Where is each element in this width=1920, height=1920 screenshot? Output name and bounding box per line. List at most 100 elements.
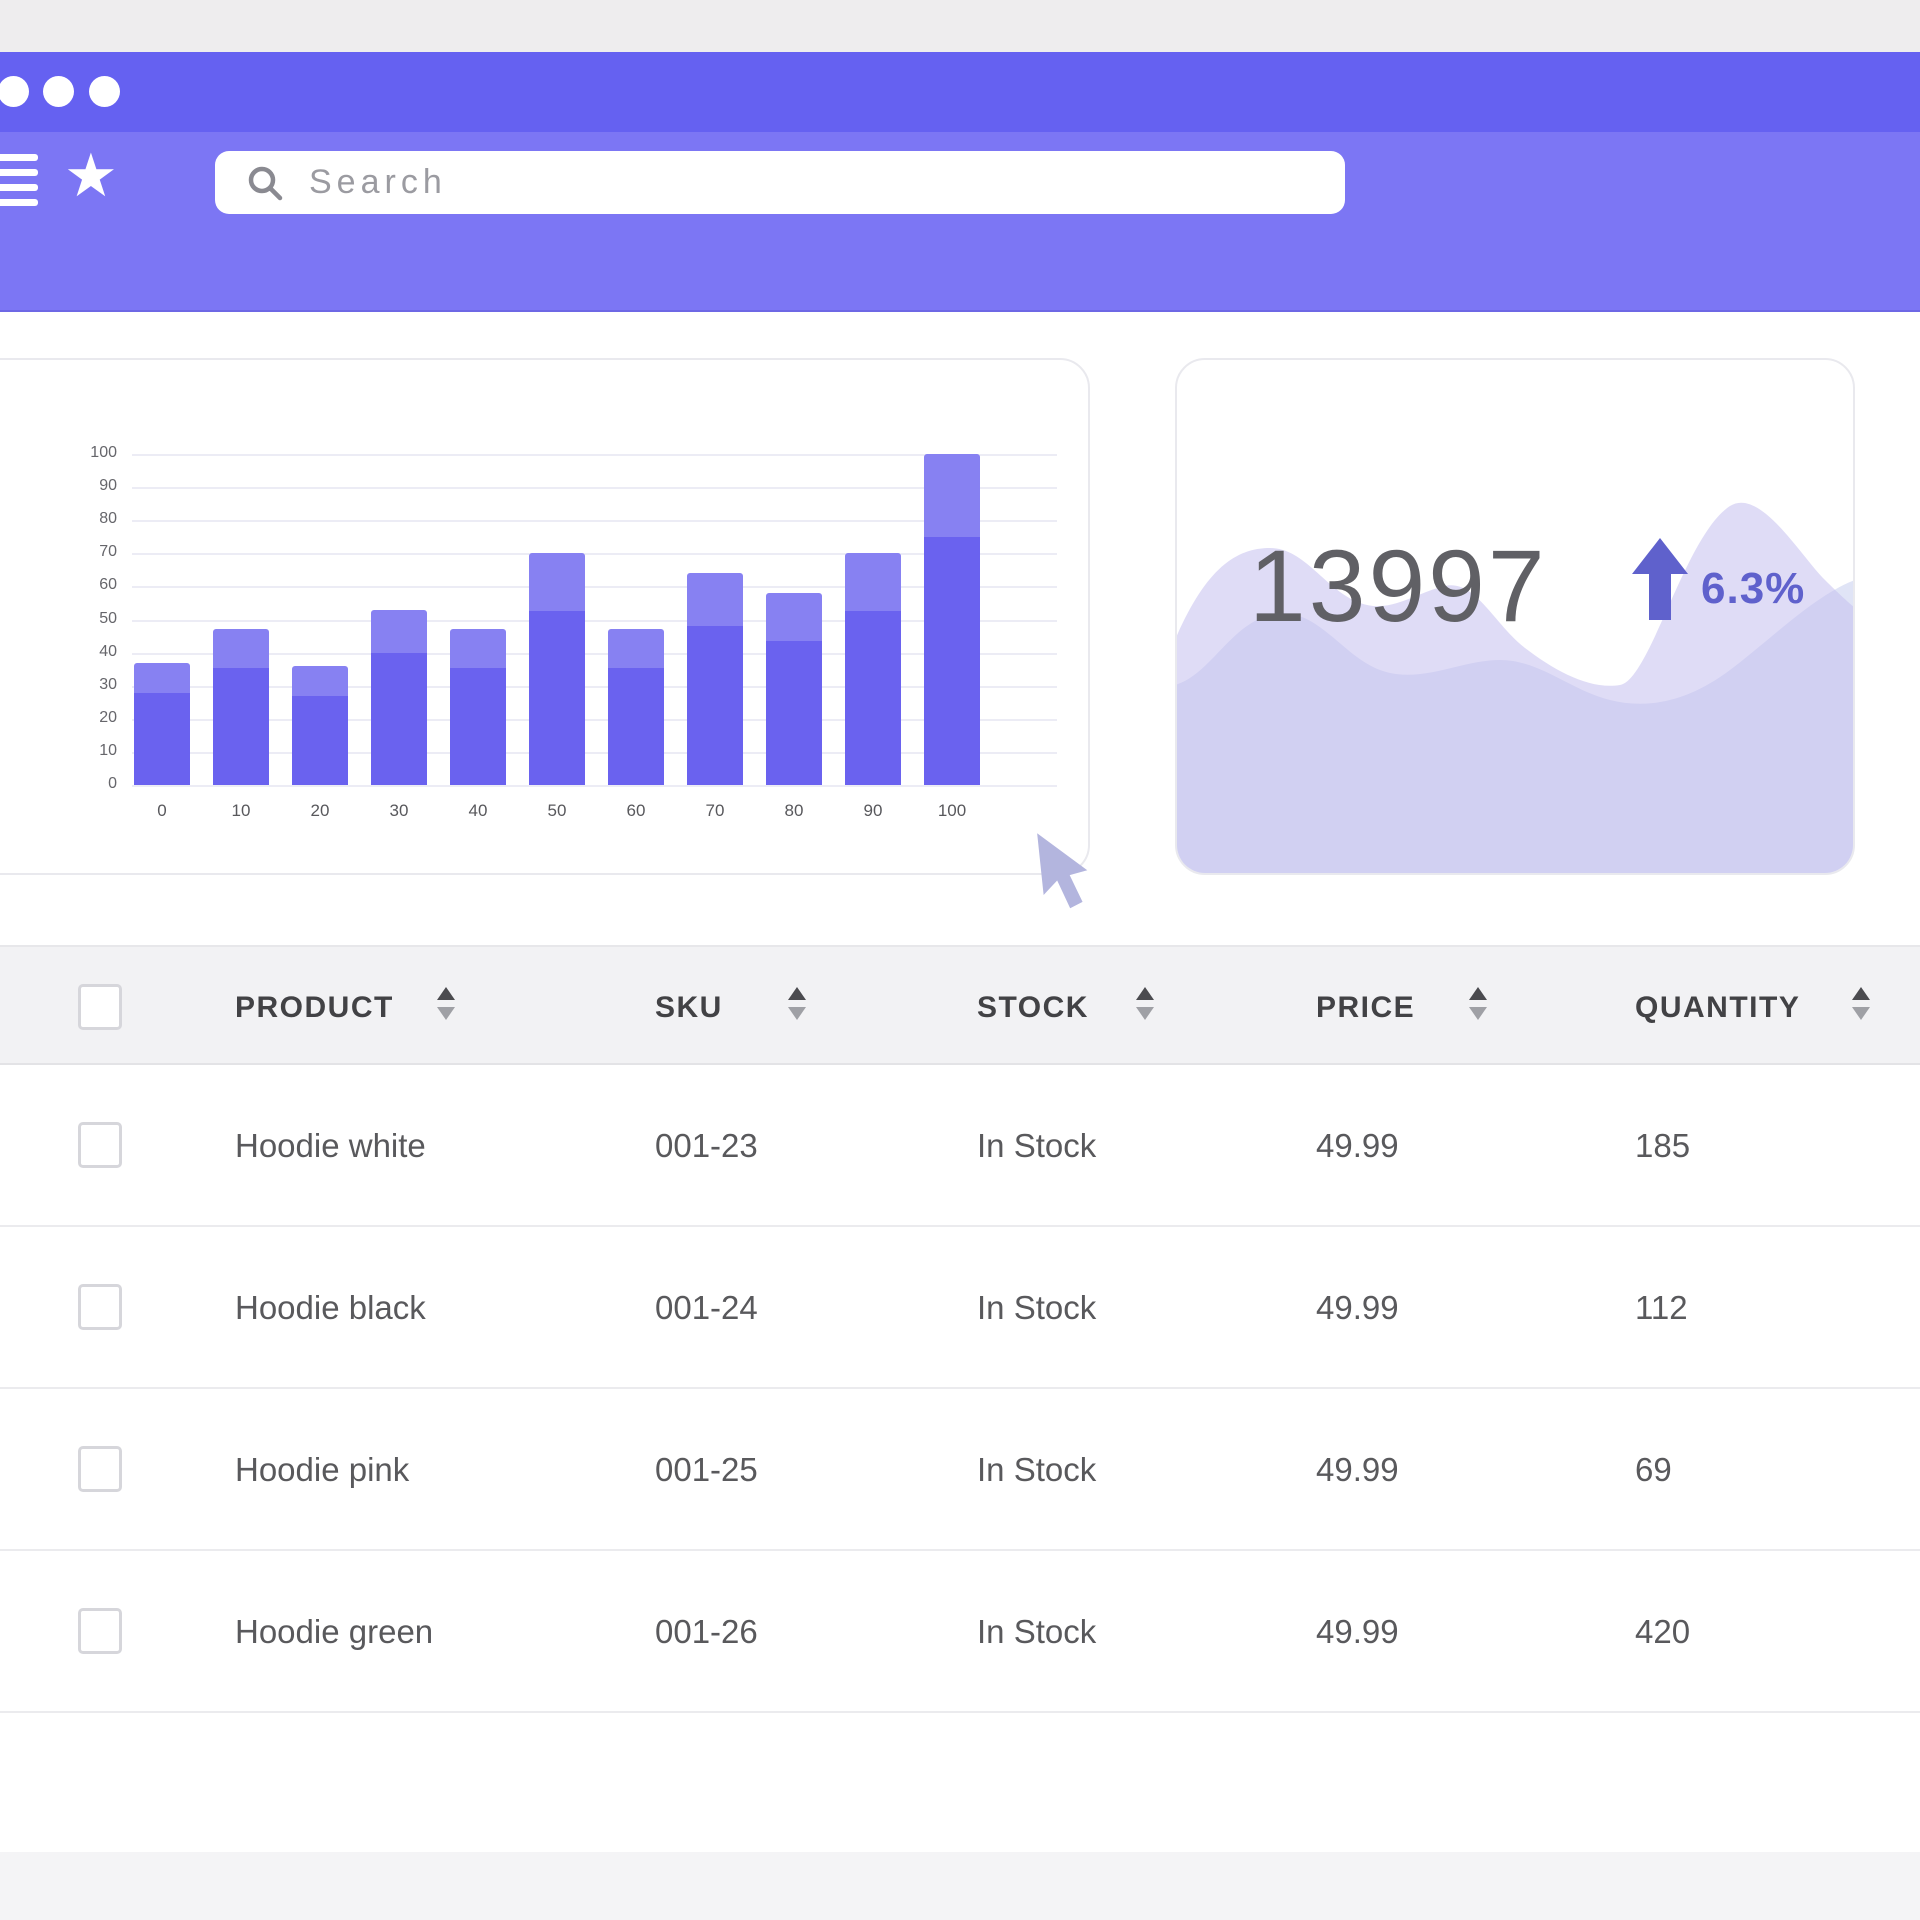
cell-quantity: 69 [1635,1451,1672,1488]
chart-gridline [132,785,1057,787]
y-axis-tick-label: 10 [99,741,117,759]
cell-stock: In Stock [977,1289,1097,1326]
chart-gridline [132,619,1057,622]
cell-price: 49.99 [1316,1289,1399,1326]
column-header-product[interactable]: PRODUCT [235,991,394,1024]
sort-arrows-product[interactable] [437,987,455,1020]
hamburger-menu-icon[interactable] [0,154,38,214]
chart-bar [845,553,901,785]
sort-asc-icon[interactable] [1136,987,1154,1000]
x-axis-tick-label: 90 [863,801,883,820]
sort-desc-icon[interactable] [1469,1007,1487,1020]
chart-bar [766,593,822,785]
search-input[interactable] [307,162,1331,203]
y-axis-tick-label: 30 [99,675,117,693]
sort-desc-icon[interactable] [1852,1007,1870,1020]
search-bar [215,151,1345,214]
y-axis-tick-label: 0 [108,775,117,792]
chart-bar [924,454,980,785]
sort-desc-icon[interactable] [437,1007,455,1020]
search-icon [248,166,283,200]
y-axis-tick-label: 50 [99,609,117,627]
x-axis-tick-label: 80 [784,801,804,820]
chart-gridline [132,520,1057,523]
cell-product: Hoodie pink [235,1451,410,1488]
chart-bar [292,665,348,785]
y-axis-tick-label: 40 [99,642,117,660]
x-axis-tick-label: 100 [937,801,967,820]
sort-asc-icon[interactable] [1469,987,1487,1000]
y-axis-tick-label: 100 [90,444,117,461]
cell-quantity: 185 [1635,1127,1691,1164]
column-header-quantity[interactable]: QUANTITY [1635,991,1801,1024]
chart-bar-highlight [213,629,269,669]
row-checkbox[interactable] [78,1446,122,1492]
chart-bar-highlight [450,629,506,669]
chart-gridline [132,652,1057,655]
cell-sku: 001-25 [655,1451,758,1488]
table-row: Hoodie black 001-24 In Stock 49.99 112 [0,1227,1920,1389]
select-all-checkbox[interactable] [78,984,122,1030]
chart-bar [687,573,743,785]
x-axis-tick-label: 0 [157,801,167,820]
cell-price: 49.99 [1316,1613,1399,1650]
area-sparkline [1177,502,1853,873]
sort-arrows-quantity[interactable] [1852,987,1870,1020]
sort-arrows-stock[interactable] [1136,987,1154,1020]
chart-gridline [132,685,1057,688]
sort-desc-icon[interactable] [1136,1007,1154,1020]
table-row: Hoodie green 001-26 In Stock 49.99 420 [0,1551,1920,1713]
chart-bar-highlight [134,662,190,694]
chart-bar-highlight [608,629,664,669]
table-row: Hoodie white 001-23 In Stock 49.99 185 [0,1065,1920,1227]
sort-asc-icon[interactable] [788,987,806,1000]
row-checkbox[interactable] [78,1284,122,1330]
chart-bar-highlight [924,454,980,537]
area-sparkline-front-layer [1177,502,1853,873]
chart-gridline [132,553,1057,556]
column-header-sku[interactable]: SKU [655,991,723,1024]
chart-gridline [132,586,1057,589]
browser-toolbar: ★ [0,132,1920,312]
table-header: PRODUCT SKU STOCK PRICE QUANTITY [0,945,1920,1065]
table-row: Hoodie pink 001-25 In Stock 49.99 69 [0,1389,1920,1551]
cell-price: 49.99 [1316,1451,1399,1488]
window-control-dot-3[interactable] [89,76,120,107]
sort-arrows-price[interactable] [1469,987,1487,1020]
row-checkbox[interactable] [78,1608,122,1654]
chart-gridline [132,751,1057,754]
cell-stock: In Stock [977,1451,1097,1488]
cell-product: Hoodie black [235,1289,426,1326]
cell-quantity: 420 [1635,1613,1691,1650]
sort-arrows-sku[interactable] [788,987,806,1020]
cell-stock: In Stock [977,1127,1097,1164]
column-header-stock[interactable]: STOCK [977,991,1089,1024]
x-axis-tick-label: 40 [468,801,488,820]
y-axis-tick-label: 20 [99,708,117,726]
chart-bar-highlight [292,665,348,696]
x-axis-tick-label: 70 [705,801,725,820]
window-control-dot-1[interactable] [0,76,29,107]
cell-product: Hoodie green [235,1613,434,1650]
sort-asc-icon[interactable] [437,987,455,1000]
chart-bar-highlight [766,593,822,641]
chart-bar-highlight [845,553,901,612]
footer-strip [0,1852,1920,1920]
chart-bar [608,629,664,785]
window-control-dot-2[interactable] [43,76,74,107]
row-checkbox[interactable] [78,1122,122,1168]
bookmark-star-icon[interactable]: ★ [64,142,118,209]
cell-quantity: 112 [1635,1289,1688,1326]
sort-asc-icon[interactable] [1852,987,1870,1000]
chart-gridline [132,487,1057,490]
chart-gridline [132,718,1057,721]
cell-sku: 001-24 [655,1289,758,1326]
cell-sku: 001-26 [655,1613,758,1650]
y-axis-tick-label: 90 [99,477,117,495]
mouse-cursor [1037,833,1088,909]
column-header-price[interactable]: PRICE [1316,991,1416,1024]
chart-bar [529,553,585,785]
cell-product: Hoodie white [235,1127,426,1164]
chart-bar-highlight [687,573,743,627]
sort-desc-icon[interactable] [788,1007,806,1020]
